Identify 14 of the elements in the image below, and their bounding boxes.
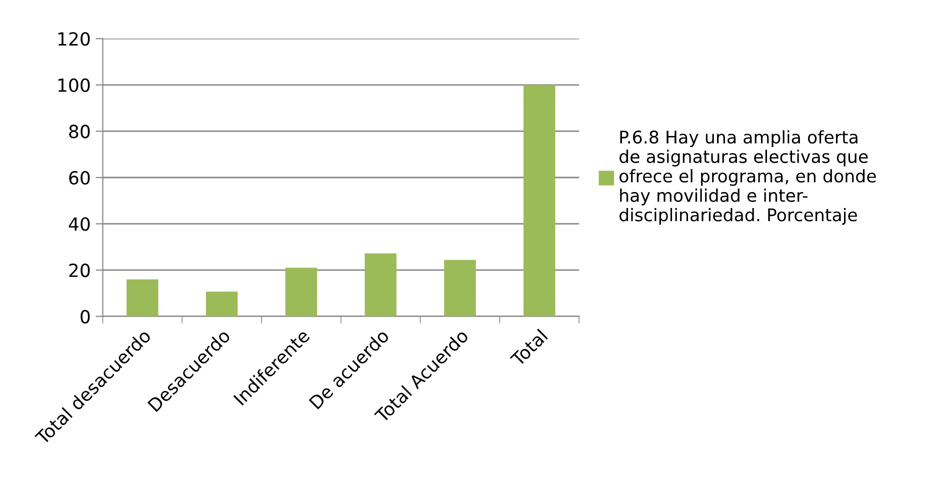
y-tick-label: 80: [69, 124, 90, 138]
bar: [364, 253, 396, 316]
y-tick-label: 40: [68, 217, 90, 231]
y-tick-label: 20: [69, 264, 90, 278]
bar: [285, 268, 318, 316]
y-tick-label: 120: [58, 32, 90, 46]
bar: [444, 260, 476, 316]
y-tick-label: 100: [58, 78, 90, 92]
y-tick-label: 60: [69, 170, 90, 185]
legend-label: P.6.8 Hay una amplia oferta de asignaturas electivas que ofrece el programa, en donde hay movilidad e inter-disciplinariedad. Porcentaje: [620, 130, 876, 225]
bar: [206, 292, 238, 316]
bar: [524, 84, 556, 316]
bar: [126, 279, 158, 316]
y-tick-label: 0: [80, 310, 90, 324]
